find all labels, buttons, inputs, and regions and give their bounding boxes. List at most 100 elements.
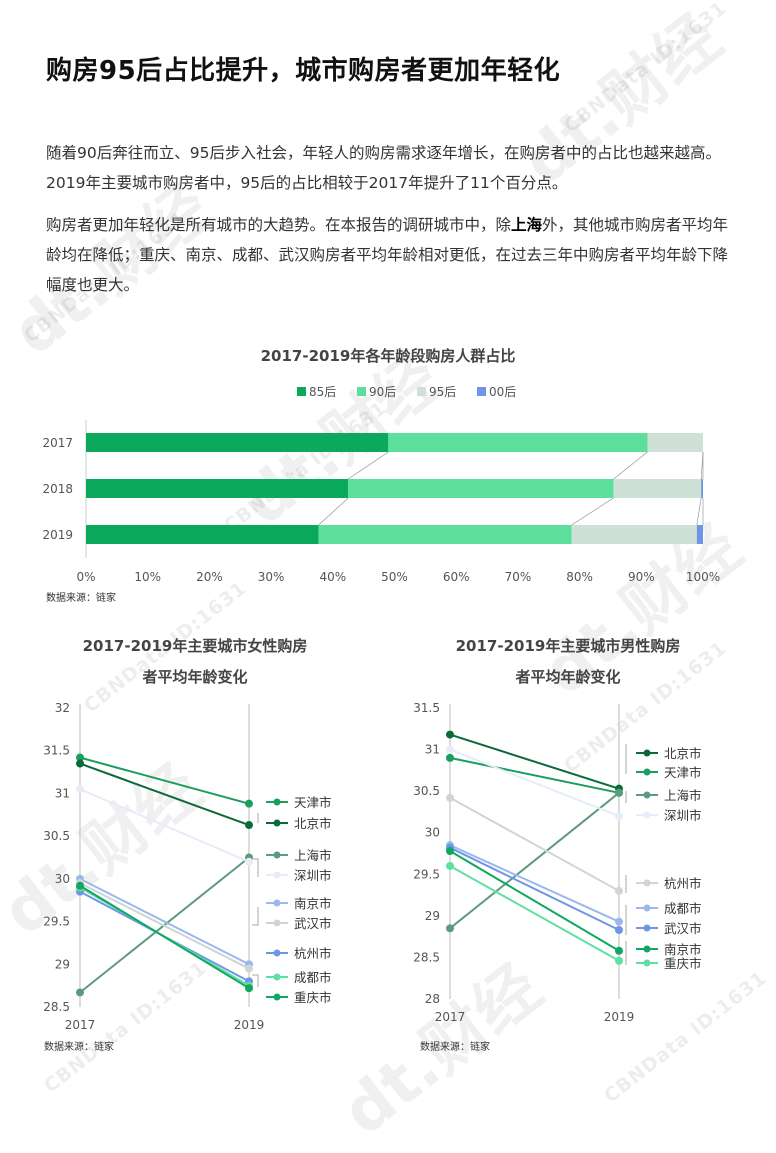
legend-bracket bbox=[252, 907, 259, 926]
bar-segment bbox=[86, 433, 389, 452]
series-line bbox=[79, 788, 250, 863]
legend-marker bbox=[273, 798, 281, 806]
legend-label: 上海市 bbox=[664, 788, 702, 803]
series-line bbox=[449, 733, 620, 790]
series-point bbox=[76, 759, 84, 768]
line-y-tick: 30 bbox=[55, 872, 70, 886]
line-y-tick: 29 bbox=[55, 957, 70, 971]
bar-x-tick: 70% bbox=[505, 570, 532, 584]
bar-connector bbox=[571, 497, 614, 526]
line-x-tick: 2017 bbox=[65, 1018, 96, 1032]
line-y-tick: 28.5 bbox=[413, 950, 440, 964]
legend-marker bbox=[273, 949, 281, 957]
bar-segment bbox=[388, 433, 648, 452]
legend-marker bbox=[643, 768, 651, 776]
bar-x-tick: 90% bbox=[628, 570, 655, 584]
legend-marker bbox=[273, 899, 281, 907]
line-y-tick: 29 bbox=[425, 909, 440, 923]
series-line bbox=[449, 850, 620, 952]
line-y-tick: 29.5 bbox=[43, 915, 70, 929]
line-y-tick: 30.5 bbox=[43, 829, 70, 843]
bar-connector bbox=[318, 497, 349, 526]
line-y-tick: 31.5 bbox=[413, 701, 440, 715]
legend-swatch bbox=[357, 387, 366, 396]
legend-label: 00后 bbox=[489, 385, 516, 399]
series-line bbox=[449, 846, 620, 931]
series-point bbox=[615, 788, 623, 797]
bar-connector bbox=[696, 497, 702, 526]
series-point bbox=[76, 753, 84, 762]
legend-label: 95后 bbox=[429, 385, 456, 399]
legend-label: 天津市 bbox=[664, 765, 702, 780]
legend-marker bbox=[643, 904, 651, 912]
line-y-tick: 30.5 bbox=[413, 784, 440, 798]
bar-segment bbox=[701, 479, 703, 498]
legend-marker bbox=[643, 811, 651, 819]
bar-x-tick: 60% bbox=[443, 570, 470, 584]
line-x-tick: 2017 bbox=[435, 1010, 466, 1024]
series-point bbox=[245, 984, 253, 993]
line-y-tick: 30 bbox=[425, 826, 440, 840]
bar-x-tick: 20% bbox=[196, 570, 223, 584]
bar-connector bbox=[700, 451, 704, 480]
legend-bracket bbox=[252, 858, 259, 877]
paragraph-2-post: 外，其他城市购房者平均年龄均在降低；重庆、南京、成都、武汉购房者平均年龄相对更低… bbox=[46, 216, 729, 294]
series-point bbox=[245, 964, 253, 973]
stacked-bar-chart: 2017-2019年各年龄段购房人群占比 85后 90后 95后 00后 2017 2018… bbox=[42, 347, 720, 604]
series-point bbox=[446, 730, 454, 739]
bar-x-tick: 100% bbox=[686, 570, 720, 584]
series-point bbox=[245, 799, 253, 808]
series-line bbox=[79, 756, 250, 805]
series-line bbox=[79, 877, 250, 966]
line-chart-title: 2017-2019年主要城市男性购房 bbox=[456, 637, 681, 655]
bar-x-tick: 50% bbox=[381, 570, 408, 584]
series-point bbox=[446, 793, 454, 802]
bar-category-label: 2017 bbox=[42, 436, 73, 450]
series-point bbox=[615, 946, 623, 955]
series-line bbox=[449, 865, 620, 962]
bar-segment bbox=[647, 433, 703, 452]
bar-segment bbox=[613, 479, 702, 498]
legend-marker bbox=[643, 749, 651, 757]
line-y-tick: 32 bbox=[55, 701, 70, 715]
line-chart-title: 2017-2019年主要城市女性购房 bbox=[83, 637, 308, 655]
legend-marker bbox=[273, 851, 281, 859]
line-y-tick: 31 bbox=[55, 786, 70, 800]
series-line bbox=[79, 882, 250, 970]
bar-segment bbox=[86, 525, 319, 544]
series-point bbox=[615, 925, 623, 934]
legend-swatch bbox=[297, 387, 306, 396]
bar-segment bbox=[696, 525, 703, 544]
legend-marker bbox=[273, 993, 281, 1001]
legend-label: 90后 bbox=[369, 385, 396, 399]
line-y-tick: 29.5 bbox=[413, 867, 440, 881]
bar-chart-title: 2017-2019年各年龄段购房人群占比 bbox=[261, 347, 516, 365]
series-line bbox=[449, 792, 620, 930]
bar-x-tick: 80% bbox=[566, 570, 593, 584]
series-point bbox=[446, 861, 454, 870]
line-y-tick: 31 bbox=[425, 743, 440, 757]
series-point bbox=[245, 821, 253, 830]
paragraph-1: 随着90后奔往而立、95后步入社会，年轻人的购房需求逐年增长，在购房者中的占比也… bbox=[46, 144, 721, 192]
line-x-tick: 2019 bbox=[604, 1010, 635, 1024]
paragraph-2-pre: 购房者更加年轻化是所有城市的大趋势。在本报告的调研城市中，除 bbox=[46, 216, 512, 234]
legend-label: 武汉市 bbox=[664, 921, 702, 936]
legend-label: 北京市 bbox=[664, 746, 702, 761]
series-line bbox=[449, 796, 620, 892]
series-point bbox=[76, 881, 84, 890]
bar-source: 数据来源：链家 bbox=[46, 591, 116, 604]
page-title: 购房95后占比提升，城市购房者更加年轻化 bbox=[46, 56, 561, 86]
bar-segment bbox=[86, 479, 349, 498]
line-y-tick: 31.5 bbox=[43, 744, 70, 758]
legend-marker bbox=[643, 879, 651, 887]
bar-x-tick: 10% bbox=[134, 570, 161, 584]
legend-label: 上海市 bbox=[294, 848, 332, 863]
legend-marker bbox=[643, 791, 651, 799]
series-line bbox=[79, 762, 250, 826]
line-y-tick: 28 bbox=[425, 992, 440, 1006]
legend-swatch bbox=[417, 387, 426, 396]
legend-label: 杭州市 bbox=[294, 946, 332, 961]
series-point bbox=[446, 745, 454, 754]
series-line bbox=[449, 748, 620, 818]
